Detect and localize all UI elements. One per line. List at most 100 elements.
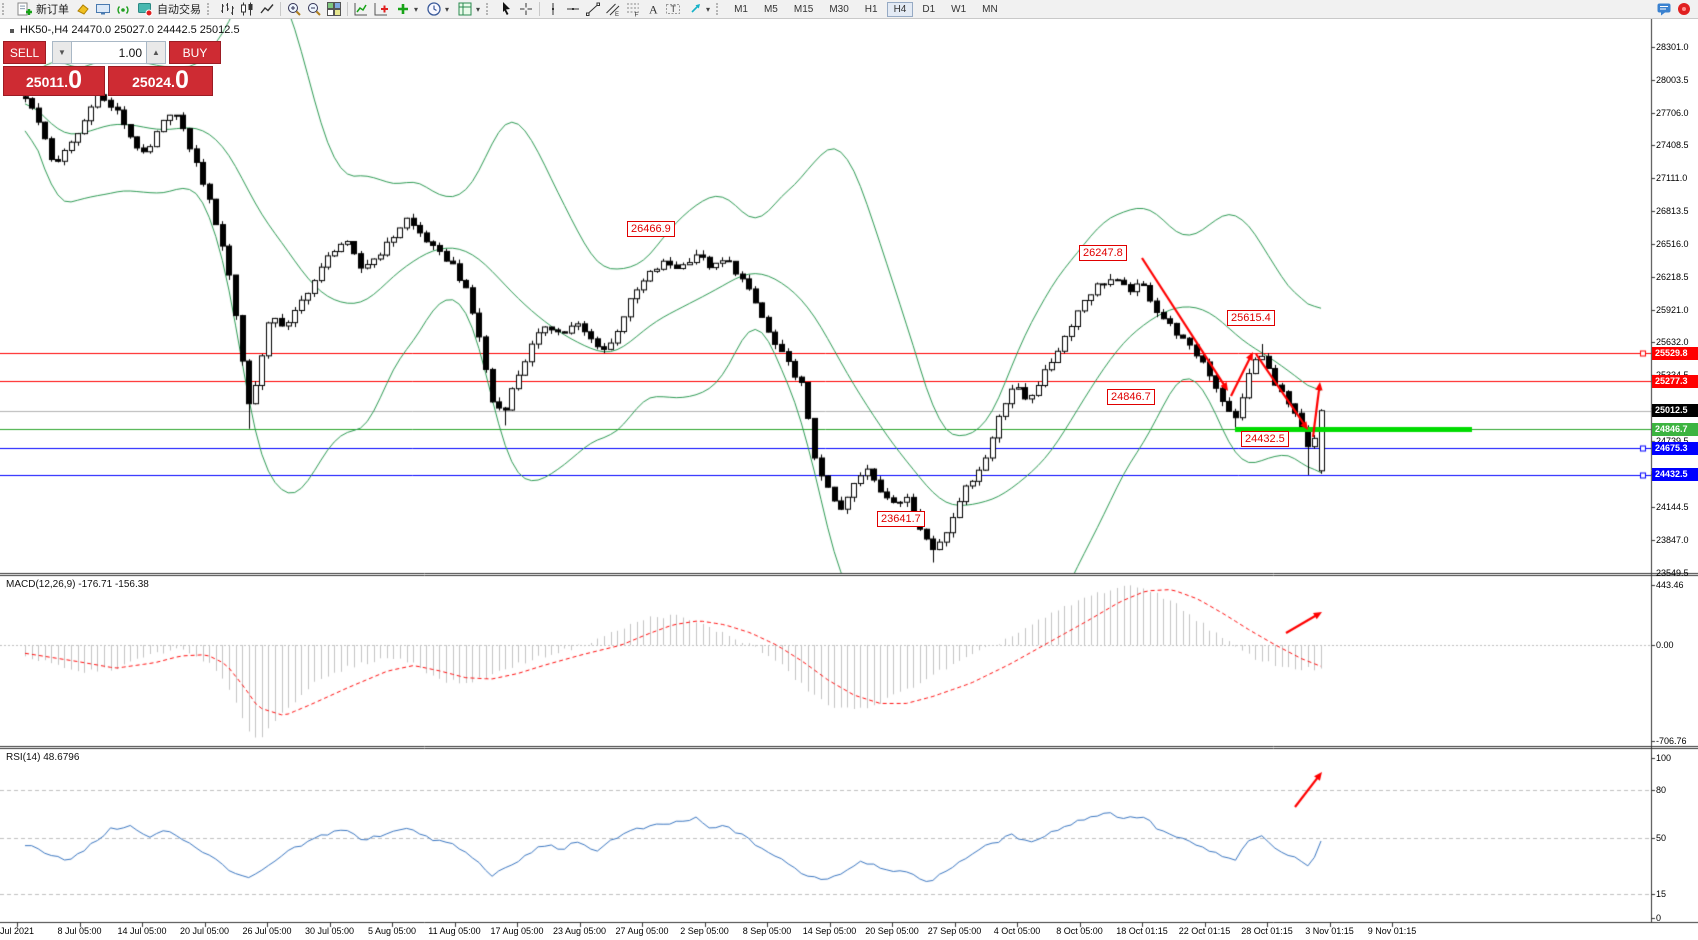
indicator-window-icon[interactable] xyxy=(371,1,391,17)
timeframe-button-m30[interactable]: M30 xyxy=(829,4,849,15)
bar-chart-icon[interactable] xyxy=(217,1,237,17)
price-tag: 25529.8 xyxy=(1652,346,1698,360)
toolbar-grip[interactable] xyxy=(2,3,9,15)
time-axis-label: 28 Oct 01:15 xyxy=(1241,926,1293,936)
vertical-line-icon[interactable] xyxy=(543,1,563,17)
price-axis-label: 24144.5 xyxy=(1656,501,1689,512)
auto-trading-label: 自动交易 xyxy=(157,4,201,16)
chat-icon[interactable] xyxy=(1654,1,1674,17)
timeframe-button-m1[interactable]: M1 xyxy=(734,4,748,15)
time-axis-label: 8 Oct 05:00 xyxy=(1056,926,1103,936)
chevron-down-icon: ▾ xyxy=(445,4,450,14)
timeframe-button-d1[interactable]: D1 xyxy=(922,4,936,15)
add-indicator-button[interactable]: ▾ xyxy=(391,1,422,17)
rsi-axis-label: 50 xyxy=(1656,833,1667,843)
new-order-button[interactable]: 新订单 xyxy=(12,1,73,17)
volume-input[interactable]: 1.00 xyxy=(72,41,146,64)
time-axis-label: 26 Jul 05:00 xyxy=(242,926,292,936)
text-label-icon[interactable]: T xyxy=(663,1,683,17)
time-axis-label: 27 Sep 05:00 xyxy=(927,926,982,936)
crosshair-icon[interactable] xyxy=(516,1,536,17)
auto-trading-button[interactable]: 自动交易 xyxy=(133,1,205,17)
rsi-axis-label: 80 xyxy=(1656,785,1667,795)
new-order-label: 新订单 xyxy=(36,4,69,16)
timeframe-button-h1[interactable]: H1 xyxy=(864,4,878,15)
text-icon[interactable]: A xyxy=(643,1,663,17)
buy-price[interactable]: 25024. 0 xyxy=(108,66,213,96)
time-axis-label: 20 Jul 05:00 xyxy=(179,926,230,936)
macd-axis-label: -706.76 xyxy=(1656,736,1687,746)
channel-icon[interactable]: E xyxy=(603,1,623,17)
toolbar-grip[interactable] xyxy=(486,3,493,15)
svg-text:T: T xyxy=(671,4,677,14)
signal-icon[interactable] xyxy=(113,1,133,17)
time-axis-label: 14 Jul 05:00 xyxy=(117,926,167,936)
time-axis-label: 22 Oct 01:15 xyxy=(1178,926,1231,936)
svg-text:E: E xyxy=(615,12,619,17)
time-axis-label: 27 Aug 05:00 xyxy=(615,926,669,936)
price-axis-label: 25632.0 xyxy=(1656,337,1689,348)
time-axis-label: 5 Aug 05:00 xyxy=(367,926,417,936)
toolbar-grip[interactable] xyxy=(716,3,723,15)
history-center-icon[interactable] xyxy=(73,1,93,17)
chevron-down-icon: ▾ xyxy=(414,4,419,14)
candlestick-icon[interactable] xyxy=(237,1,257,17)
trendline-icon[interactable] xyxy=(583,1,603,17)
price-axis-label: 28301.0 xyxy=(1656,41,1689,52)
timeframe-button-m5[interactable]: M5 xyxy=(763,4,778,15)
price-callout-label: 23641.7 xyxy=(877,511,925,527)
volume-stepper: ▼ 1.00 ▲ xyxy=(52,41,166,64)
cursor-icon[interactable] xyxy=(496,1,516,17)
zoom-in-icon[interactable] xyxy=(284,1,304,17)
time-axis-label: 8 Jul 05:00 xyxy=(57,926,102,936)
chart-title: HK50-,H4 24470.0 25027.0 24442.5 25012.5 xyxy=(20,24,240,36)
terminal-icon[interactable] xyxy=(93,1,113,17)
tile-windows-icon[interactable] xyxy=(324,1,344,17)
templates-button[interactable]: ▾ xyxy=(453,1,484,17)
price-axis-label: 26813.5 xyxy=(1656,206,1689,217)
zoom-out-icon[interactable] xyxy=(304,1,324,17)
buy-button[interactable]: BUY xyxy=(169,41,221,64)
buy-price-pips: 0 xyxy=(174,66,189,94)
timeframe-button-h4[interactable]: H4 xyxy=(886,2,914,17)
toolbar-right-group xyxy=(1654,1,1694,17)
volume-increase-button[interactable]: ▲ xyxy=(146,41,166,64)
toolbar-separator xyxy=(347,2,348,16)
timeframe-group: M1 M5 M15 M30 H1 H4 D1 W1 MN xyxy=(726,2,1006,17)
price-axis-label: 25921.0 xyxy=(1656,305,1689,316)
horizontal-line-icon[interactable] xyxy=(563,1,583,17)
new-order-icon xyxy=(14,1,34,17)
toolbar-grip[interactable] xyxy=(207,3,214,15)
timeframe-button-mn[interactable]: MN xyxy=(982,4,998,15)
auto-trading-icon xyxy=(135,1,155,17)
toolbar-separator xyxy=(539,2,541,16)
volume-decrease-button[interactable]: ▼ xyxy=(52,41,72,64)
price-callout-label: 24432.5 xyxy=(1241,431,1289,447)
price-axis-label: 24739.5 xyxy=(1656,436,1689,446)
macd-indicator-label: MACD(12,26,9) -176.71 -156.38 xyxy=(4,579,151,590)
indicators-icon[interactable] xyxy=(351,1,371,17)
fibonacci-icon[interactable]: F xyxy=(623,1,643,17)
line-chart-icon[interactable] xyxy=(257,1,277,17)
price-axis-label: 28003.5 xyxy=(1656,74,1689,85)
time-axis-label: 23 Aug 05:00 xyxy=(552,926,607,936)
price-tag: 25277.3 xyxy=(1652,374,1698,388)
chevron-down-icon: ▾ xyxy=(476,4,481,14)
time-axis-label: 4 Oct 05:00 xyxy=(993,926,1041,936)
price-axis-label: 27706.0 xyxy=(1656,107,1689,118)
timeframe-button-w1[interactable]: W1 xyxy=(951,4,967,15)
sell-price-pips: 0 xyxy=(68,66,82,94)
sell-button[interactable]: SELL xyxy=(3,41,46,64)
time-axis-label: 2 Sep 05:00 xyxy=(680,926,729,936)
rsi-axis-label: 0 xyxy=(1656,913,1662,923)
arrows-tool-button[interactable]: ▾ xyxy=(683,1,714,17)
rsi-indicator-label: RSI(14) 48.6796 xyxy=(4,752,82,763)
buy-price-main: 25024. xyxy=(132,74,175,90)
price-axis-label: 26516.0 xyxy=(1656,239,1689,250)
sell-price[interactable]: 25011. 0 xyxy=(3,66,105,96)
periods-button[interactable]: ▾ xyxy=(422,1,453,17)
notification-icon[interactable] xyxy=(1674,1,1694,17)
price-callout-label: 24846.7 xyxy=(1107,389,1155,405)
timeframe-button-m15[interactable]: M15 xyxy=(793,4,814,15)
